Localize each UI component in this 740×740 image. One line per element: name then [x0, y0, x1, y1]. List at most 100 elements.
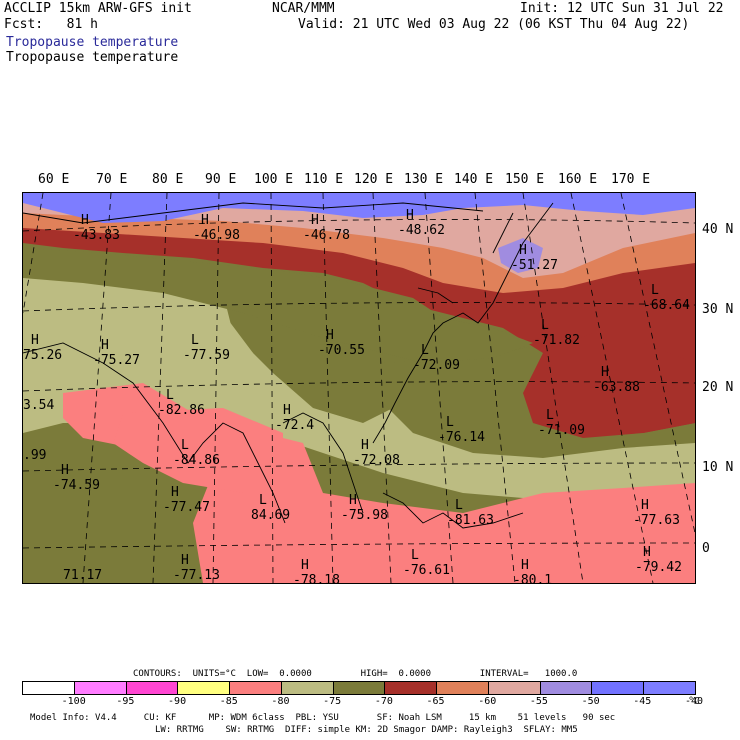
longitude-label: 160 E — [558, 172, 598, 187]
extremum-label: H -78.18 — [293, 558, 340, 584]
forecast-hour: Fcst: 81 h — [4, 17, 98, 32]
extremum-mark: H — [283, 403, 291, 418]
colorbar-tick: -50 — [581, 696, 600, 707]
band-pink-south — [193, 423, 695, 583]
extremum-label: H -43.83 — [73, 213, 120, 243]
extremum-label: H -70.55 — [318, 328, 365, 358]
longitude-label: 140 E — [454, 172, 494, 187]
extremum-value: -84.86 — [173, 453, 220, 468]
colorbar-tick: °C — [687, 696, 701, 707]
contours-info: CONTOURS: UNITS=°C LOW= 0.0000 HIGH= 0.0… — [133, 669, 578, 679]
extremum-value: -72.08 — [353, 453, 400, 468]
extremum-label: H -80.1 — [513, 558, 552, 583]
longitude-label: 120 E — [354, 172, 394, 187]
extremum-value: -70.55 — [318, 343, 365, 358]
extremum-value: -75.27 — [93, 353, 140, 368]
extremum-mark: H — [519, 243, 527, 258]
colorbar-swatch — [333, 682, 386, 694]
extremum-label: 71.17 — [63, 568, 102, 583]
colorbar-tick: -55 — [529, 696, 548, 707]
longitude-label: 130 E — [404, 172, 444, 187]
extremum-value: -72.09 — [413, 358, 460, 373]
extremum-label: H -79.42 — [635, 545, 682, 575]
center-name: NCAR/MMM — [272, 1, 335, 16]
extremum-value: -77.63 — [633, 513, 680, 528]
tropopause-temperature-map: H -43.83 H -46.98 H -46.78 H -48.62 H -51.27 L -68.… — [22, 192, 696, 584]
extremum-label: H -72.08 — [353, 438, 400, 468]
colorbar — [22, 681, 696, 695]
colorbar-swatch — [385, 682, 438, 694]
extremum-value: -51.27 — [511, 258, 558, 273]
extremum-label: L -71.82 — [533, 318, 580, 348]
extremum-value: -74.59 — [53, 478, 100, 493]
colorbar-tick: -95 — [116, 696, 135, 707]
field-title-1: Tropopause temperature — [6, 35, 179, 50]
extremum-label: H -48.62 — [398, 208, 445, 238]
extremum-mark: H — [643, 545, 651, 560]
colorbar-tick: -90 — [168, 696, 187, 707]
extremum-mark: H — [326, 328, 334, 343]
extremum-label: H -51.27 — [511, 243, 558, 273]
latitude-label: 30 N — [702, 302, 734, 317]
longitude-label: 170 E — [611, 172, 651, 187]
extremum-mark: H — [201, 213, 209, 228]
extremum-mark: H — [349, 493, 357, 508]
extremum-value: 75.26 — [23, 348, 63, 363]
extremum-value: -72.4 — [275, 418, 315, 433]
extremum-mark: H — [301, 558, 309, 573]
colorbar-swatch — [178, 682, 231, 694]
latitude-label: 0 — [702, 541, 710, 556]
extremum-mark: H — [521, 558, 529, 573]
extremum-mark: H — [61, 463, 69, 478]
colorbar-swatch — [74, 682, 127, 694]
extremum-label: H -77.47 — [163, 485, 210, 515]
extremum-mark: L — [259, 493, 267, 508]
extremum-mark: H — [641, 498, 649, 513]
extremum-label: L -71.09 — [538, 408, 585, 438]
extremum-value: -43.83 — [73, 228, 120, 243]
extremum-value: -77.13 — [173, 568, 220, 583]
extremum-value: -78.18 — [293, 573, 340, 584]
extremum-value: -82.86 — [158, 403, 205, 418]
colorbar-swatch — [23, 682, 75, 694]
extremum-label: L -82.86 — [158, 388, 205, 418]
extremum-label: L -68.64 — [643, 283, 690, 313]
extremum-label: H -77.13 — [173, 553, 220, 583]
extremum-label: H -72.4 — [275, 403, 314, 433]
extremum-mark: H — [406, 208, 414, 223]
graticule — [23, 193, 695, 583]
extremum-mark: L — [191, 333, 199, 348]
extremum-mark: H — [31, 333, 39, 348]
colorbar-swatch — [592, 682, 645, 694]
longitude-label: 150 E — [505, 172, 545, 187]
longitude-label: 70 E — [96, 172, 128, 187]
colorbar-tick: -85 — [219, 696, 238, 707]
extremum-value: -81.63 — [447, 513, 494, 528]
extremum-value: -75.98 — [341, 508, 388, 523]
extremum-value: -76.14 — [438, 430, 485, 445]
extremum-value: -46.98 — [193, 228, 240, 243]
longitude-label: 90 E — [205, 172, 237, 187]
band-purple-japan — [498, 238, 543, 273]
extremum-value: 84.69 — [251, 508, 291, 523]
extremum-mark: L — [411, 548, 419, 563]
extremum-value: -76.61 — [403, 563, 450, 578]
extremum-label: H 75.26 — [23, 333, 62, 363]
extremum-value: -71.09 — [538, 423, 585, 438]
extremum-value: -46.78 — [303, 228, 350, 243]
extremum-mark: L — [455, 498, 463, 513]
extremum-label: L -77.59 — [183, 333, 230, 363]
band-red-pacific-patch — [533, 333, 695, 433]
extremum-mark: L — [421, 343, 429, 358]
latitude-label: 10 N — [702, 460, 734, 475]
model-info-line2: LW: RRTMG SW: RRTMG DIFF: simple KM: 2D … — [155, 725, 578, 735]
colorbar-tick: -45 — [633, 696, 652, 707]
colorbar-tick: -75 — [323, 696, 342, 707]
extremum-label: 3.54 — [23, 398, 54, 413]
extremum-label: H -74.59 — [53, 463, 100, 493]
colorbar-swatch — [126, 682, 179, 694]
longitude-label: 60 E — [38, 172, 70, 187]
coastlines — [23, 202, 554, 529]
extremum-mark: H — [101, 338, 109, 353]
longitude-label: 100 E — [254, 172, 294, 187]
